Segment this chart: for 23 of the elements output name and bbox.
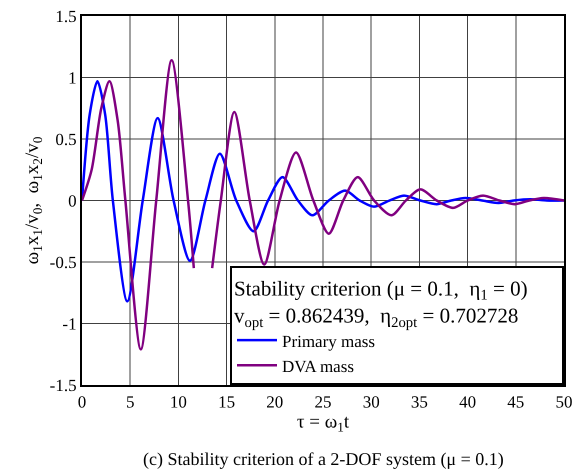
- x-tick-label: 10: [170, 392, 187, 412]
- x-tick-label: 15: [218, 392, 236, 412]
- legend-label: Primary mass: [282, 332, 376, 351]
- x-tick-label: 40: [459, 392, 476, 412]
- x-tick-label: 30: [362, 392, 380, 412]
- y-tick-label: -1.5: [50, 376, 77, 395]
- x-tick-label: 50: [556, 392, 572, 412]
- y-tick-label: 0.5: [55, 130, 77, 149]
- text: Stability criterion (μ = 0.1, η$_{1}$ = 0) v$_{opt}$ = 0.862439, η$_{2opt}$ = 0.702728: [234, 276, 528, 332]
- text: (c) Stability criterion of a 2-DOF system (μ = 0.1): [143, 449, 504, 469]
- x-tick-label: 25: [314, 392, 332, 412]
- x-tick-label: 5: [126, 392, 134, 412]
- x-axis-title: τ = ω$_{1}$t: [296, 412, 350, 435]
- x-tick-label: 45: [507, 392, 524, 412]
- y-tick-label: 0: [68, 191, 77, 210]
- y-tick-label: 1: [68, 68, 77, 88]
- y-tick-label: -1: [62, 314, 77, 334]
- x-tick-label: 20: [266, 392, 284, 412]
- x-tick-label: 35: [410, 392, 428, 412]
- line-series: [82, 80, 564, 303]
- legend-label: DVA mass: [282, 356, 354, 376]
- y-tick-label: 1.5: [55, 6, 77, 26]
- y-tick-label: -0.5: [50, 252, 77, 272]
